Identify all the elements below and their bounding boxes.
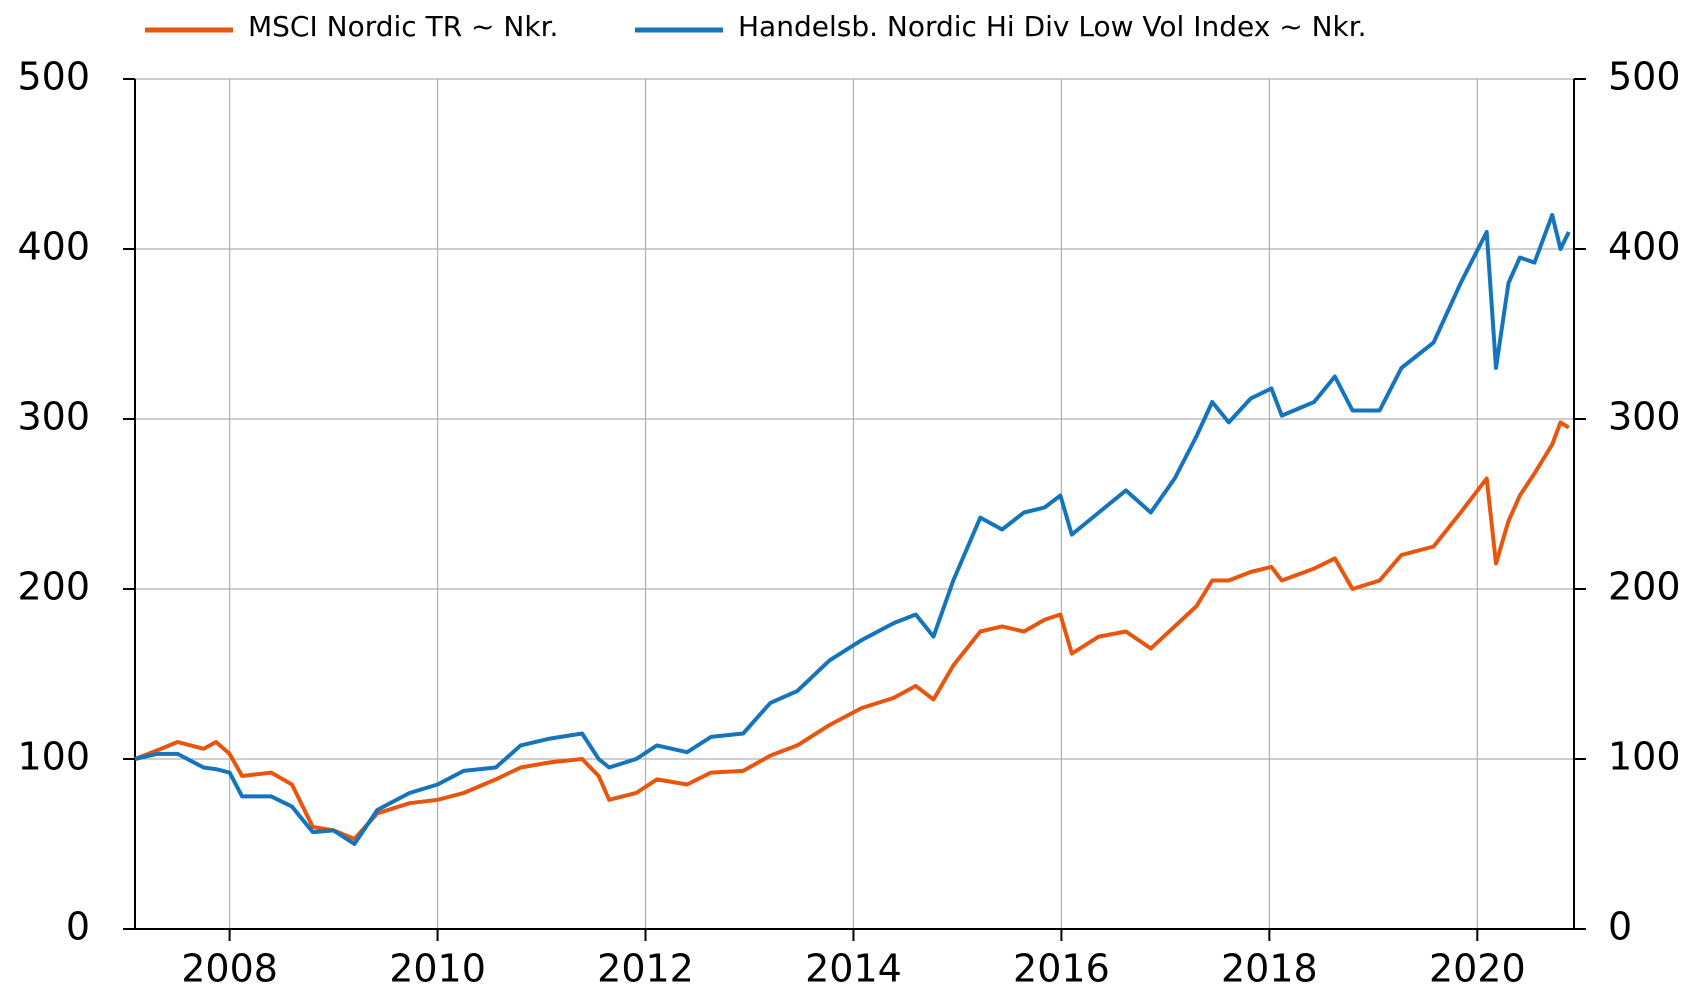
y2-tick-label: 100: [1608, 735, 1681, 779]
x-tick-label: 2012: [597, 947, 694, 991]
y-tick-label: 0: [66, 905, 90, 949]
x-tick-label: 2010: [389, 947, 486, 991]
legend-label: Handelsb. Nordic Hi Div Low Vol Index ~ …: [738, 10, 1367, 43]
y2-tick-label: 300: [1608, 395, 1681, 439]
y-tick-label: 200: [17, 565, 90, 609]
legend-label: MSCI Nordic TR ~ Nkr.: [248, 10, 558, 43]
x-tick-label: 2014: [805, 947, 902, 991]
x-tick-label: 2020: [1429, 947, 1526, 991]
x-tick-label: 2008: [181, 947, 278, 991]
x-tick-label: 2018: [1221, 947, 1318, 991]
y-tick-label: 100: [17, 735, 90, 779]
series-line: [134, 213, 1571, 846]
y-tick-label: 500: [17, 55, 90, 99]
y-tick-label: 300: [17, 395, 90, 439]
y2-tick-label: 400: [1608, 225, 1681, 269]
y2-tick-label: 200: [1608, 565, 1681, 609]
y2-tick-label: 500: [1608, 55, 1681, 99]
y-tick-label: 400: [17, 225, 90, 269]
y2-tick-label: 0: [1608, 905, 1632, 949]
series-line: [134, 420, 1570, 841]
x-tick-label: 2016: [1013, 947, 1110, 991]
